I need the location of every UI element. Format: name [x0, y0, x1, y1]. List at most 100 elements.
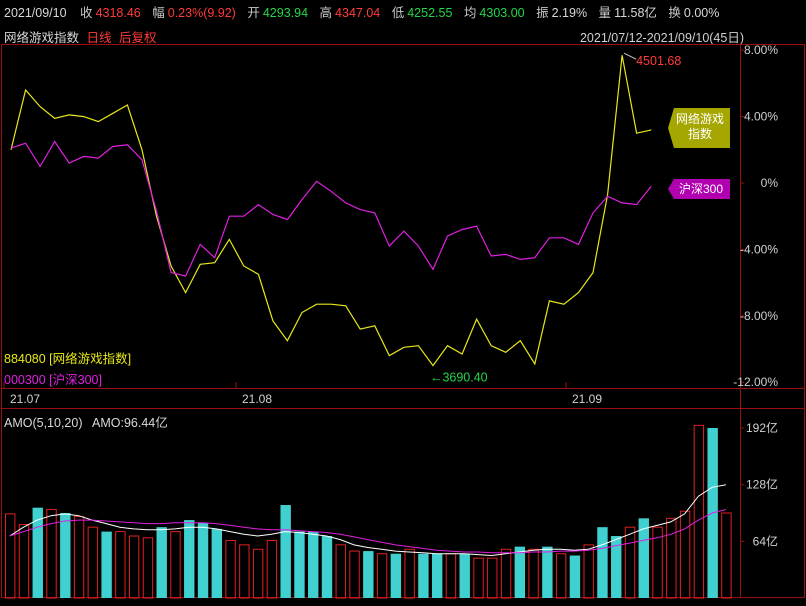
tag-game-bg	[668, 108, 730, 148]
max-arrow	[623, 52, 637, 60]
min-annotation: ←3690.40	[430, 371, 488, 385]
volume-value: 11.58亿	[614, 6, 657, 20]
amo-bar	[638, 518, 649, 598]
x-tick-label: 21.07	[10, 392, 40, 406]
y-tick-label: -4.00%	[740, 242, 778, 256]
amo-bar	[666, 517, 677, 599]
amo-bar	[583, 544, 594, 599]
tag-game: 网络游戏	[676, 111, 724, 126]
amo-bar	[239, 544, 250, 599]
high-label: 高	[319, 6, 333, 20]
amo-bar	[294, 531, 305, 598]
high-value: 4347.04	[335, 6, 381, 20]
amo-bar	[611, 536, 622, 598]
turnover-value: 0.00%	[683, 6, 720, 20]
turnover-label: 换	[668, 6, 681, 20]
y-tick-label: -12.00%	[733, 375, 778, 389]
change-label: 幅	[152, 6, 165, 20]
amo-bar	[349, 550, 360, 599]
x-tick-label: 21.09	[572, 392, 602, 406]
amo-bar	[431, 553, 443, 598]
amo-bar	[321, 536, 333, 598]
volume-label: 量	[598, 6, 612, 20]
low-label: 低	[391, 6, 405, 20]
amo-title: AMO(5,10,20)	[4, 416, 83, 430]
amo-bar	[225, 539, 236, 599]
amo-bar	[569, 555, 581, 598]
amo-bar	[170, 531, 181, 599]
amplitude-value: 2.19%	[551, 6, 588, 20]
amo-bar	[101, 531, 112, 598]
amo-bar	[5, 513, 16, 599]
low-value: 4252.55	[407, 6, 453, 20]
y-tick-label: -8.00%	[740, 309, 778, 323]
amo-value: AMO:96.44亿	[92, 416, 168, 430]
legend-hs300: 000300 [沪深300]	[4, 373, 102, 387]
close-label: 收	[80, 6, 93, 20]
tag-game-line2: 指数	[688, 126, 712, 141]
amo-bar	[211, 528, 223, 598]
amo-tick-label: 64亿	[753, 533, 778, 548]
amo-bar	[418, 553, 429, 598]
amo-bar	[280, 505, 291, 598]
period-selector[interactable]: 日线	[86, 31, 112, 45]
amo-bar	[624, 526, 636, 599]
amo-bar	[597, 527, 608, 598]
amo-bar	[156, 527, 167, 598]
date-range: 2021/07/12-2021/09/10(45日)	[579, 31, 744, 45]
amo-bar	[473, 557, 484, 599]
amo-bar	[679, 510, 691, 599]
sub-header: 网络游戏指数 日线 后复权	[4, 27, 157, 46]
amplitude-label: 振	[536, 6, 549, 20]
amo-bar	[32, 507, 43, 598]
amo-bar	[335, 544, 346, 599]
amo-bar	[142, 537, 154, 599]
chart-frame	[1, 44, 805, 598]
amo-bar	[184, 520, 195, 598]
avg-label: 均	[463, 6, 477, 20]
open-label: 开	[247, 6, 260, 20]
amo-bar	[445, 553, 457, 599]
legend-game: 884080 [网络游戏指数]	[4, 352, 132, 366]
y-tick-label: 0%	[761, 176, 779, 190]
amo-ma-line	[9, 509, 727, 554]
series-line-game	[10, 55, 652, 367]
avg-value: 4303.00	[479, 6, 525, 20]
amo-bar	[197, 522, 209, 598]
amo-bar	[555, 553, 567, 599]
amo-bar	[87, 526, 99, 599]
amo-bar	[721, 512, 732, 599]
index-name: 网络游戏指数	[4, 31, 80, 45]
amo-bar	[252, 548, 264, 599]
amo-bar	[652, 526, 663, 599]
amo-bar	[18, 524, 30, 599]
amo-bar	[693, 424, 705, 599]
amo-bar	[266, 539, 278, 599]
amo-bar	[500, 548, 512, 599]
amo-bar	[115, 531, 126, 599]
tag-hs300: 沪深300	[679, 182, 723, 196]
tag-hs300-bg	[668, 179, 730, 199]
open-value: 4293.94	[262, 6, 309, 20]
y-tick-label: 4.00%	[744, 110, 778, 124]
amo-tick-label: 192亿	[746, 420, 778, 435]
amo-bar	[542, 546, 553, 598]
amo-ma-line	[9, 484, 726, 557]
amo-bar	[308, 531, 319, 598]
amo-bar	[73, 516, 85, 599]
amo-bar	[514, 546, 526, 598]
close-value: 4318.46	[95, 6, 141, 20]
amo-tick-label: 128亿	[746, 477, 778, 492]
x-tick-label: 21.08	[242, 392, 272, 406]
change-value: 0.23%(9.92)	[167, 6, 236, 20]
series-line-hs300	[10, 140, 652, 277]
quote-header: 2021/09/10 收 4318.46 幅 0.23%(9.92) 开 4293.9…	[0, 0, 806, 26]
amo-bar	[404, 548, 415, 599]
amo-bar	[376, 553, 388, 599]
y-tick-label: 8.00%	[744, 43, 778, 57]
adjust-selector[interactable]: 后复权	[119, 31, 157, 45]
max-annotation: 4501.68	[636, 54, 681, 68]
amo-bar	[363, 551, 374, 598]
amo-bar	[459, 553, 470, 598]
